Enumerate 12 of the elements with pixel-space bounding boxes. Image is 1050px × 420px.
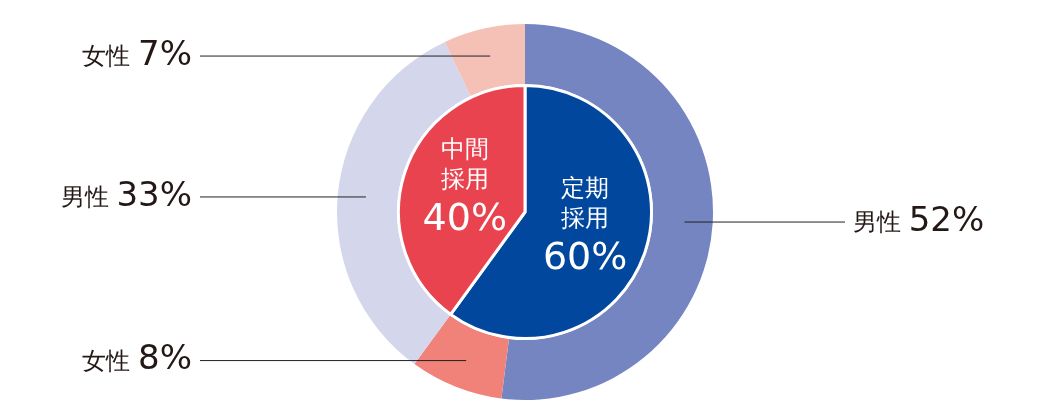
slice-label: 女性 [82, 346, 139, 375]
data-label: 7% [138, 32, 193, 73]
slice-label: 中間採用 [440, 134, 489, 193]
data-label: 60% [542, 234, 628, 279]
slice-label: 定期採用 [561, 173, 610, 232]
slice-label: 男性 [853, 208, 909, 237]
data-label: 8% [138, 337, 193, 378]
slice-label: 女性 [82, 42, 139, 71]
data-label: 40% [422, 195, 508, 240]
data-label: 52% [908, 198, 985, 239]
data-label: 33% [116, 173, 193, 214]
slice-label: 男性 [60, 183, 117, 212]
